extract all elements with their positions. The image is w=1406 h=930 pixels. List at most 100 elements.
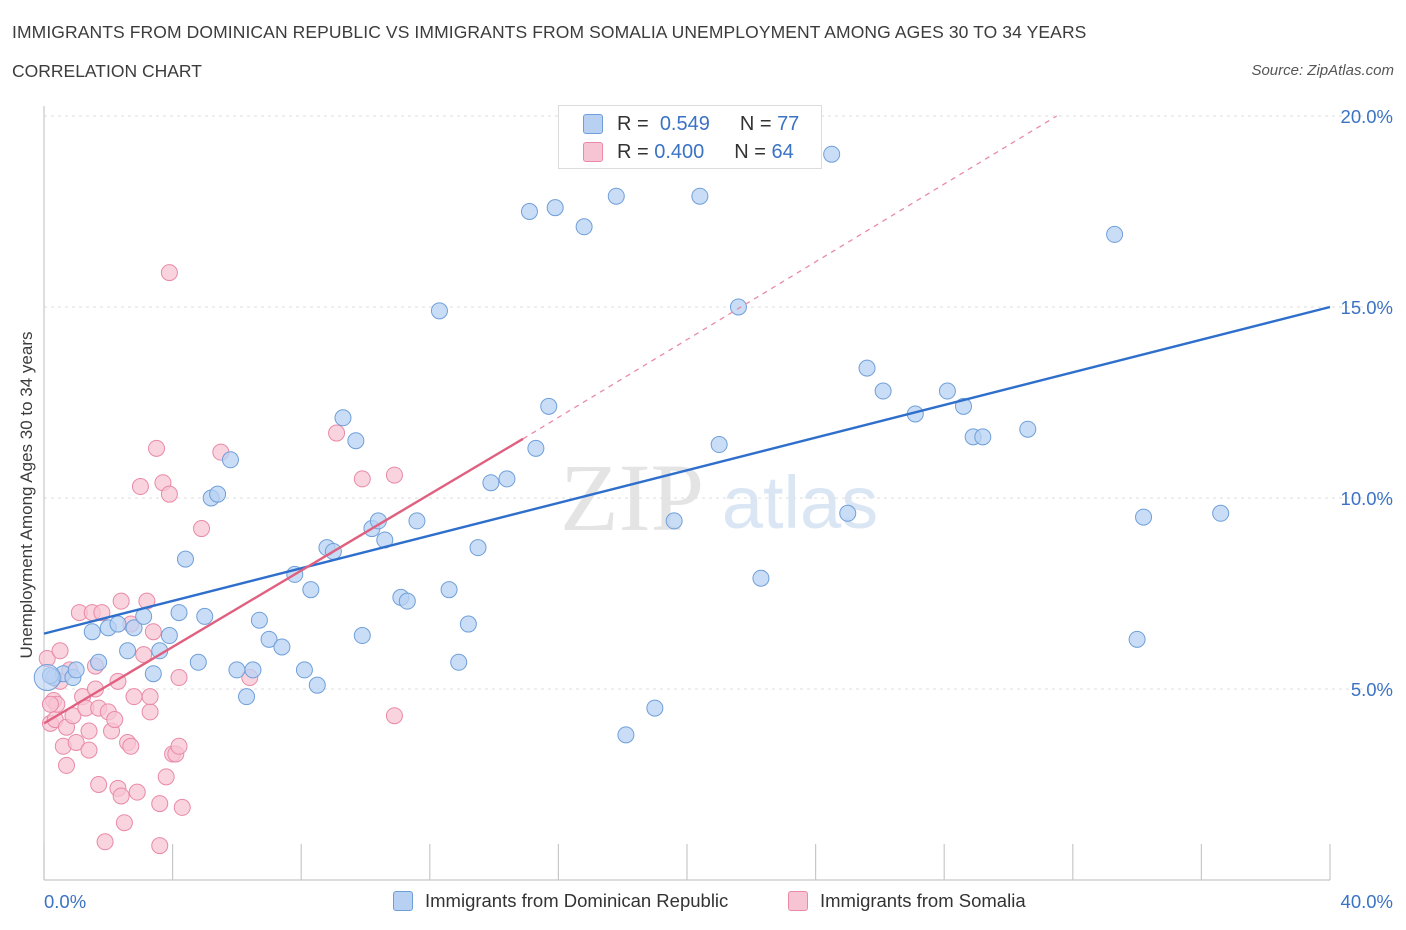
y-tick-label: 15.0% xyxy=(1341,297,1393,318)
dominican-point xyxy=(176,550,194,568)
legend-r-label: R = xyxy=(617,112,649,135)
somalia-point xyxy=(160,485,178,503)
x-tick-label: 40.0% xyxy=(1341,891,1393,912)
somalia-point xyxy=(157,768,175,786)
somalia-point xyxy=(170,669,188,687)
dominican-point xyxy=(119,642,137,660)
source-label: Source: ZipAtlas.com xyxy=(1251,62,1394,79)
somalia-point xyxy=(93,604,111,622)
dominican-point xyxy=(273,638,291,656)
dominican-point xyxy=(617,726,635,744)
somalia-point xyxy=(58,756,76,774)
somalia-point xyxy=(353,470,371,488)
dominican-point xyxy=(125,619,143,637)
somalia-point xyxy=(385,466,403,484)
dominican-point xyxy=(482,474,500,492)
dominican-point xyxy=(334,409,352,427)
somalia-point xyxy=(106,711,124,729)
dominican-point xyxy=(646,699,664,717)
somalia-point xyxy=(51,642,69,660)
dominican-point xyxy=(160,627,178,645)
dominican-point xyxy=(33,664,61,692)
dominican-point xyxy=(83,623,101,641)
somalia-point xyxy=(90,776,108,793)
dominican-point xyxy=(527,439,545,457)
somalia-point xyxy=(328,424,346,442)
somalia-point xyxy=(131,478,149,496)
dominican-point xyxy=(67,661,85,679)
somalia-point xyxy=(385,707,403,725)
dominican-point xyxy=(238,688,256,706)
somalia-trend-line xyxy=(43,437,524,725)
dominican-point xyxy=(440,581,458,599)
chart-subtitle: CORRELATION CHART xyxy=(12,61,202,81)
dominican-point xyxy=(839,504,857,522)
dominican-point xyxy=(90,653,108,671)
dominican-point xyxy=(823,145,841,163)
trend-lines xyxy=(43,115,1331,725)
dominican-point xyxy=(1135,508,1153,526)
somalia-point xyxy=(115,814,133,832)
bottom-legend-label-dominican: Immigrants from Dominican Republic xyxy=(425,890,729,911)
x-tick-label: 0.0% xyxy=(44,891,86,912)
dominican-point xyxy=(189,653,207,671)
legend-row-somalia: R = 0.400 N = 64 xyxy=(583,140,794,164)
dominican-point xyxy=(295,661,313,679)
bottom-legend-somalia: Immigrants from Somalia xyxy=(788,890,1026,912)
dominican-point xyxy=(228,661,246,679)
dominican-point xyxy=(691,187,709,205)
dominican-point xyxy=(250,611,268,629)
dominican-point xyxy=(302,581,320,599)
dominican-point xyxy=(729,298,747,316)
dominican-point xyxy=(308,676,326,694)
dominican-point xyxy=(450,653,468,671)
legend-r-value-dominican: 0.549 xyxy=(659,112,710,135)
legend-n-value-somalia: 64 xyxy=(771,140,794,163)
dominican-point xyxy=(469,539,487,557)
bottom-legend-swatch-somalia xyxy=(788,891,808,911)
dominican-point xyxy=(459,615,477,633)
somalia-points xyxy=(38,264,403,855)
somalia-point xyxy=(144,623,162,641)
dominican-point xyxy=(196,607,214,625)
legend-r-label: R = xyxy=(617,140,649,163)
somalia-point xyxy=(160,264,178,282)
y-tick-label: 5.0% xyxy=(1351,679,1393,700)
dominican-point xyxy=(710,436,728,454)
bottom-legend-swatch-dominican xyxy=(393,891,413,911)
dominican-point xyxy=(1128,630,1146,648)
bottom-legend-label-somalia: Immigrants from Somalia xyxy=(820,890,1026,911)
dominican-point xyxy=(938,382,956,400)
dominican-point xyxy=(520,203,538,220)
watermark-atlas: atlas xyxy=(722,461,878,544)
somalia-point xyxy=(148,439,166,457)
correlation-legend: R = 0.549 N = 77 R = 0.400 N = 64 xyxy=(558,105,822,169)
dominican-point xyxy=(752,569,770,587)
legend-row-dominican: R = 0.549 N = 77 xyxy=(583,112,799,136)
somalia-point xyxy=(141,703,159,721)
somalia-point xyxy=(193,520,211,538)
somalia-point xyxy=(128,783,146,801)
dominican-point xyxy=(665,512,683,530)
legend-n-label: N = xyxy=(734,140,766,163)
somalia-point xyxy=(173,798,191,816)
dominican-point xyxy=(221,451,239,469)
dominican-point xyxy=(546,199,564,217)
legend-swatch-dominican xyxy=(583,114,603,134)
bottom-legend-dominican: Immigrants from Dominican Republic xyxy=(393,890,728,912)
dominican-point xyxy=(244,661,262,679)
legend-n-value-dominican: 77 xyxy=(777,112,800,135)
dominican-points xyxy=(33,145,1230,744)
axes xyxy=(43,106,1331,881)
dominican-point xyxy=(1212,504,1230,522)
somalia-point xyxy=(112,787,130,805)
dominican-point xyxy=(398,592,416,610)
dominican-point xyxy=(430,302,448,320)
somalia-point xyxy=(151,795,169,813)
y-axis-label: Unemployment Among Ages 30 to 34 years xyxy=(17,331,36,659)
dominican-point xyxy=(170,604,188,622)
dominican-trend-line xyxy=(43,305,1331,635)
somalia-point xyxy=(112,592,130,610)
dominican-point xyxy=(353,627,371,645)
